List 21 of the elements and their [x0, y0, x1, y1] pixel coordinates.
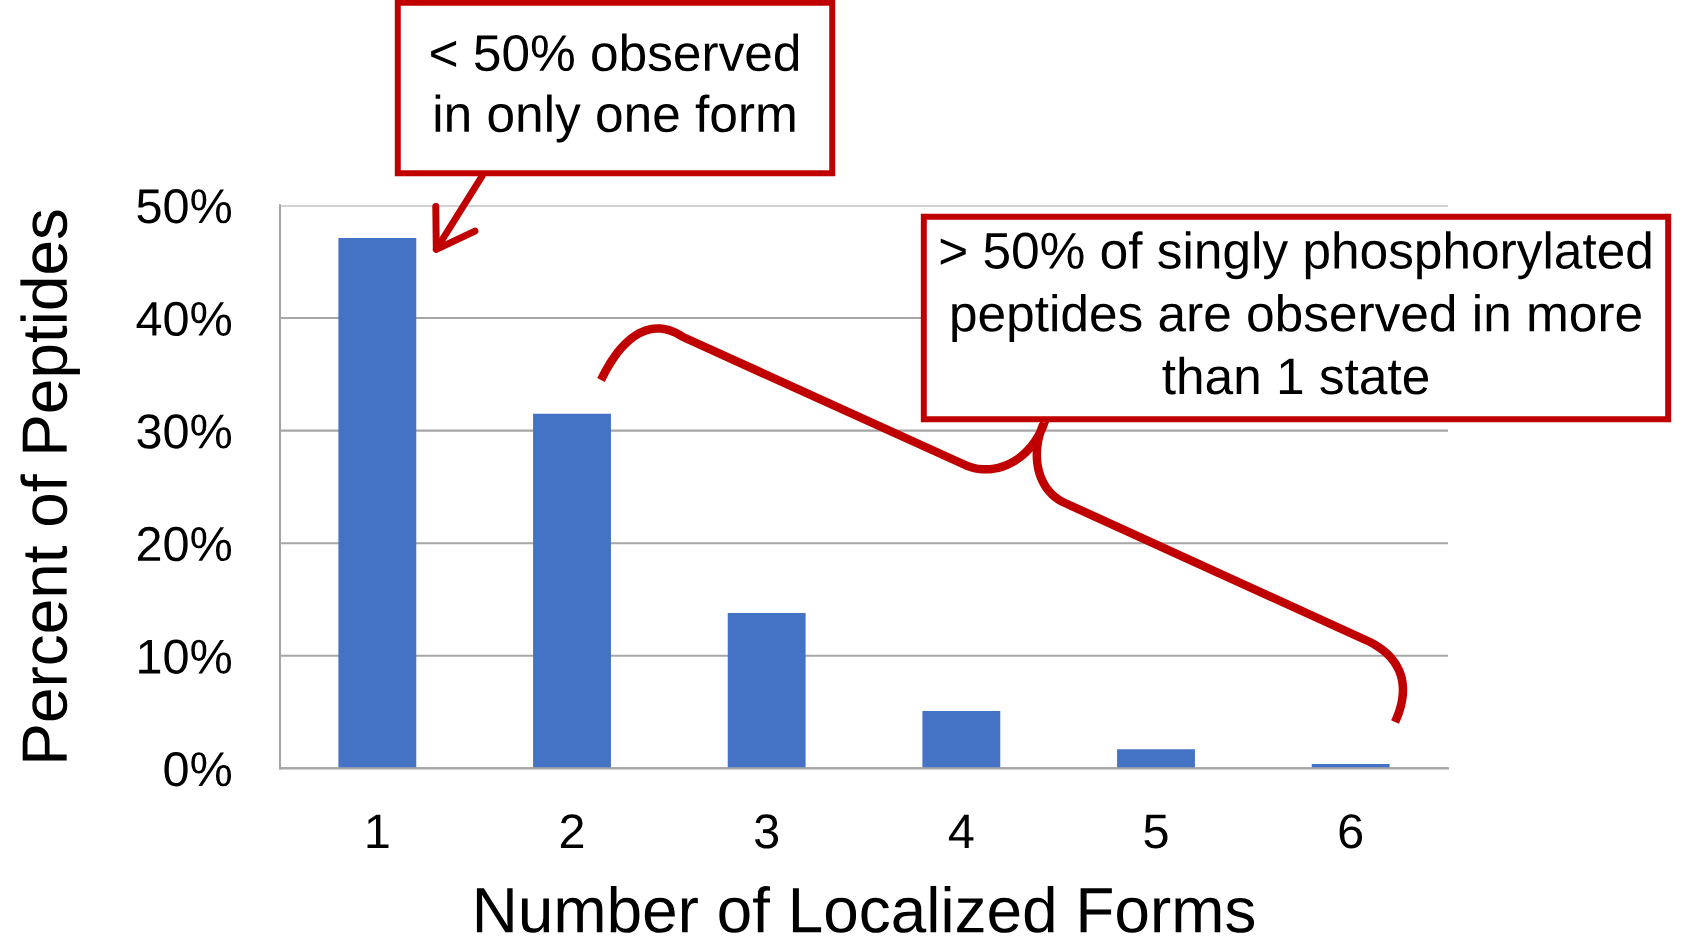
- y-tick-label: 20%: [137, 526, 232, 562]
- bar: [1117, 749, 1195, 769]
- y-tick-label: 40%: [136, 301, 232, 337]
- x-tick-label: 3: [755, 814, 779, 849]
- x-tick-label: 1: [367, 814, 389, 849]
- x-tick-label: 2: [560, 814, 584, 849]
- y-tick-label: 0%: [164, 752, 232, 787]
- bar: [338, 238, 417, 769]
- annotation: > 50% of singly phosphorylated peptides are observed in more than 1 state: [940, 231, 1651, 395]
- x-tick-label: 5: [1144, 814, 1168, 849]
- y-tick-label: 30%: [137, 414, 232, 449]
- bar: [922, 710, 1001, 769]
- y-tick-label: 10%: [139, 639, 232, 674]
- bar: [533, 413, 611, 769]
- x-tick-label: 4: [948, 814, 974, 849]
- y-tick-label: 50%: [137, 189, 232, 224]
- x-axis-title: Number of Localized Forms: [476, 885, 1255, 933]
- x-tick-label: 6: [1339, 814, 1363, 849]
- bar: [727, 613, 806, 769]
- annotation: < 50% observed in only one form: [431, 33, 799, 143]
- y-axis-title: Percent of Peptides: [20, 210, 80, 761]
